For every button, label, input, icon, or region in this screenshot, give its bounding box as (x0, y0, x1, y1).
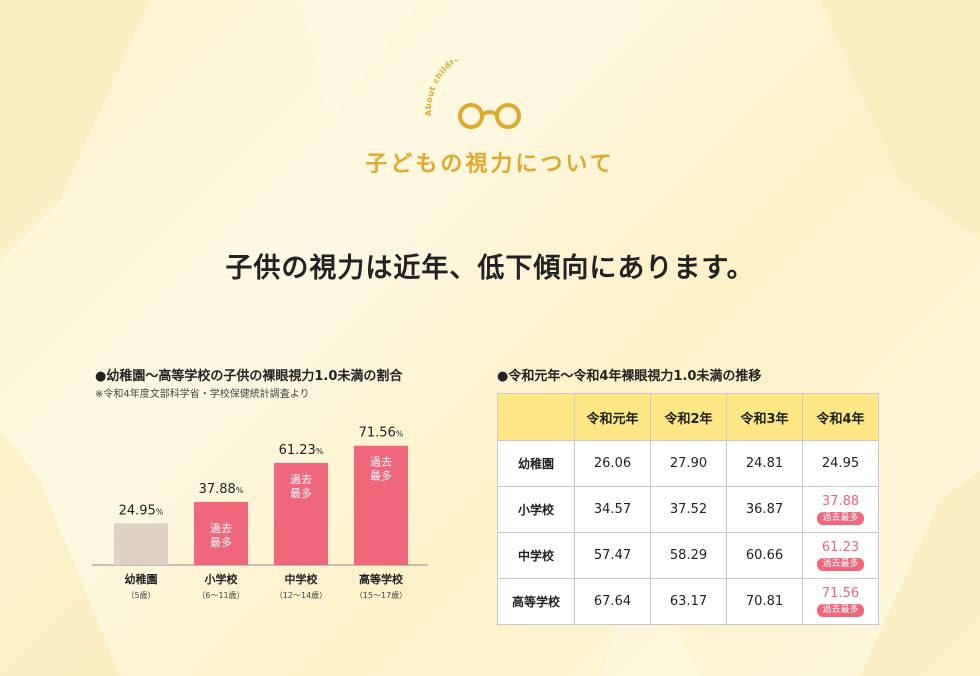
table-cell: 27.90 (650, 440, 727, 487)
table-header-cell: 令和3年 (726, 393, 803, 441)
table-cell: 34.57 (574, 486, 651, 533)
category-label: 中学校 (285, 572, 319, 586)
bar-highlight-label: 最多 (210, 535, 232, 549)
bar-value-label: 71.56% (359, 426, 404, 441)
bar (274, 462, 328, 565)
trend-table: 令和元年 令和2年 令和3年 令和4年 幼稚園 26.06 27.90 24.81 24… (497, 393, 879, 625)
table-cell: 36.87 (726, 486, 803, 533)
highlight-value: 71.56 (821, 585, 860, 601)
page-title: 子どもの視力について (365, 152, 615, 177)
table-cell: 60.66 (726, 532, 803, 579)
row-label: 中学校 (497, 532, 575, 579)
bar-value-label: 24.95% (119, 503, 164, 518)
bar (194, 501, 248, 565)
highlight-value: 37.88 (821, 493, 860, 509)
table-header-row: 令和元年 令和2年 令和3年 令和4年 (497, 393, 879, 441)
category-label: 幼稚園 (125, 572, 158, 586)
table-cell: 24.95 (802, 440, 879, 487)
record-high-badge: 過去最多 (817, 557, 864, 571)
table-cell: 37.88 過去最多 (802, 486, 879, 533)
table-cell: 61.23 過去最多 (802, 532, 879, 579)
bar-highlight-label: 過去 (370, 456, 392, 469)
arc-text: About children's eyesight (424, 60, 521, 116)
category-label: 高等学校 (359, 572, 404, 586)
bar-chart-source: ※令和4年度文部科学省・学校保健統計調査より (95, 389, 310, 400)
table-cell: 58.29 (650, 532, 727, 579)
category-label: 小学校 (204, 572, 239, 586)
record-high-badge: 過去最多 (817, 511, 864, 525)
table-row: 小学校 34.57 37.52 36.87 37.88 過去最多 (497, 486, 879, 533)
bar-highlight-label: 最多 (290, 486, 312, 500)
table-cell: 57.47 (574, 532, 651, 579)
table-cell: 37.52 (650, 486, 727, 533)
highlight-value: 61.23 (821, 539, 860, 555)
category-sublabel: （5歳） (126, 590, 155, 600)
bar (354, 445, 408, 565)
bar (114, 523, 168, 565)
table-cell: 70.81 (726, 578, 803, 625)
glasses-logo: About children's eyesight (424, 60, 521, 129)
table-cell: 67.64 (574, 578, 651, 625)
table-cell: 71.56 過去最多 (802, 578, 879, 625)
row-label: 高等学校 (497, 578, 575, 625)
category-sublabel: （6〜11歳） (197, 590, 244, 600)
row-label: 小学校 (497, 486, 575, 533)
table-row: 中学校 57.47 58.29 60.66 61.23 過去最多 (497, 532, 879, 579)
table-header-empty (497, 393, 575, 441)
bar-highlight-label: 過去 (210, 522, 232, 535)
table-header-cell: 令和2年 (650, 393, 727, 441)
table-header-cell: 令和元年 (574, 393, 651, 441)
table-header-cell: 令和4年 (802, 393, 879, 441)
bar-chart-title: ●幼稚園〜高等学校の子供の裸眼視力1.0未満の割合 (95, 369, 403, 384)
table-cell: 63.17 (650, 578, 727, 625)
bar-chart: 24.95%幼稚園（5歳）37.88%過去最多小学校（6〜11歳）61.23%過… (92, 426, 428, 600)
row-label: 幼稚園 (497, 440, 575, 487)
record-high-badge: 過去最多 (817, 603, 864, 617)
table-row: 幼稚園 26.06 27.90 24.81 24.95 (497, 440, 879, 487)
table-cell: 26.06 (574, 440, 651, 487)
glasses-icon (458, 103, 521, 129)
headline: 子供の視力は近年、低下傾向にあります。 (225, 253, 755, 284)
table-title: ●令和元年〜令和4年裸眼視力1.0未満の推移 (497, 369, 762, 384)
category-sublabel: （15〜17歳） (355, 590, 407, 600)
bar-highlight-label: 過去 (290, 473, 312, 486)
bar-highlight-label: 最多 (370, 469, 392, 483)
table-cell: 24.81 (726, 440, 803, 487)
bar-value-label: 37.88% (199, 482, 244, 497)
table-row: 高等学校 67.64 63.17 70.81 71.56 過去最多 (497, 578, 879, 625)
category-sublabel: （12〜14歳） (275, 590, 327, 600)
bar-value-label: 61.23% (279, 443, 324, 458)
